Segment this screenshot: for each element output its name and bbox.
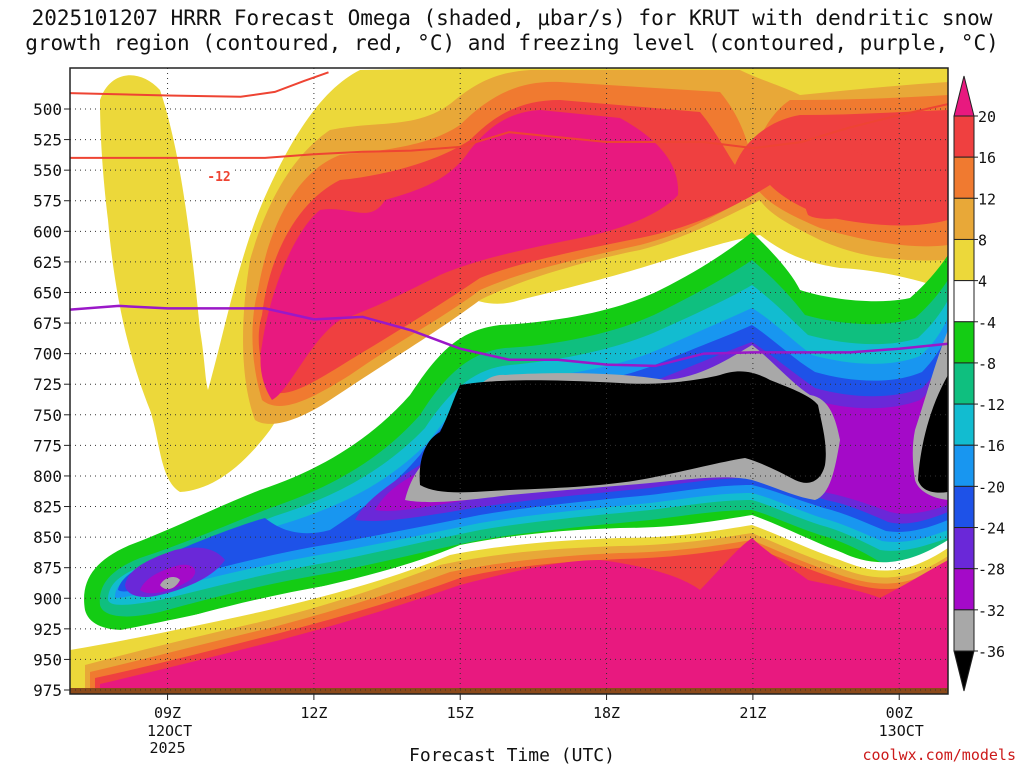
omega-band-16-20-right-cell xyxy=(799,138,878,219)
colorbar-label-6: -8 xyxy=(978,355,996,373)
colorbar-label-8: -16 xyxy=(978,437,1005,455)
dgz-contour-label-bg xyxy=(204,168,234,184)
x-axis-title: Forecast Time (UTC) xyxy=(409,745,615,766)
title-line-1: 2025101207 HRRR Forecast Omega (shaded, … xyxy=(31,6,993,30)
x-tick-label-21Z: 21Z xyxy=(739,704,766,722)
y-tick-label-550: 550 xyxy=(33,161,62,180)
colorbar-swatch-1 xyxy=(953,115,975,158)
omega-core-lt-neg36 xyxy=(419,371,948,493)
y-tick-label-575: 575 xyxy=(33,192,62,211)
colorbar-swatch-13 xyxy=(953,609,975,652)
title-line-2: growth region (contoured, red, °C) and f… xyxy=(25,31,999,55)
y-axis: 500 525 550 575 600 625 650 675 700 725 750 775 800 8… xyxy=(33,100,70,700)
colorbar-swatch-9 xyxy=(953,444,975,487)
colorbar-swatch-6 xyxy=(953,321,975,364)
colorbar-label-12: -32 xyxy=(978,602,1005,620)
y-tick-label-800: 800 xyxy=(33,467,62,486)
y-tick-label-900: 900 xyxy=(33,589,62,608)
freezing-level-line xyxy=(70,304,948,368)
y-tick-label-650: 650 xyxy=(33,283,62,302)
x-tick-label-09Z: 09Z xyxy=(154,704,181,722)
y-tick-label-525: 525 xyxy=(33,131,62,150)
colorbar-label-11: -28 xyxy=(978,561,1005,579)
x-tick-label-18Z: 18Z xyxy=(593,704,620,722)
colorbar-label-3: 8 xyxy=(978,231,987,249)
plot-frame xyxy=(69,67,949,695)
omega-band-gt20-mid xyxy=(260,110,679,400)
colorbar-label-0: 20 xyxy=(978,108,996,126)
y-tick-label-600: 600 xyxy=(33,222,62,241)
y-tick-label-850: 850 xyxy=(33,528,62,547)
colorbar-swatch-7 xyxy=(953,362,975,405)
colorbar-label-5: -4 xyxy=(978,314,996,332)
colorbar-swatch-5 xyxy=(953,280,975,323)
colorbar-label-2: 12 xyxy=(978,190,996,208)
x-tick-label-15Z: 15Z xyxy=(447,704,474,722)
colorbar-swatch-2 xyxy=(953,156,975,199)
colorbar-swatch-11 xyxy=(953,527,975,570)
y-tick-label-675: 675 xyxy=(33,314,62,333)
colorbar-swatch-gt20 xyxy=(953,75,975,117)
x-tick-sublabel-00Z: 13OCT xyxy=(879,722,924,740)
dgz-contour-line-upper xyxy=(70,71,329,98)
omega-band-gt20-lower xyxy=(100,538,948,694)
y-tick-label-625: 625 xyxy=(33,253,62,272)
x-tick-sublabel-09Z: 12OCT xyxy=(147,722,192,740)
terrain-surface xyxy=(70,688,948,694)
omega-band-16-20 xyxy=(258,100,948,394)
colorbar-label-7: -12 xyxy=(978,396,1005,414)
y-tick-label-925: 925 xyxy=(33,620,62,639)
colorbar-label-13: -36 xyxy=(978,643,1005,661)
x-tick-label-00Z: 00Z xyxy=(886,704,913,722)
x-tick-label-12Z: 12Z xyxy=(300,704,327,722)
colorbar-label-9: -20 xyxy=(978,478,1005,496)
y-tick-label-500: 500 xyxy=(33,100,62,119)
dgz-contour-label: -12 xyxy=(207,170,230,185)
colorbar-swatch-10 xyxy=(953,485,975,529)
colorbar-label-4: 4 xyxy=(978,273,987,291)
y-tick-label-725: 725 xyxy=(33,375,62,394)
x-tick-year-09Z: 2025 xyxy=(149,739,185,757)
y-tick-label-750: 750 xyxy=(33,406,62,425)
colorbar-swatch-4 xyxy=(953,238,975,282)
chart-title: 2025101207 HRRR Forecast Omega (shaded, … xyxy=(0,6,1024,56)
y-tick-label-775: 775 xyxy=(33,436,62,455)
colorbar-label-1: 16 xyxy=(978,149,996,167)
colorbar-swatch-8 xyxy=(953,403,975,446)
colorbar-swatch-3 xyxy=(953,197,975,240)
colorbar-swatch-lt-36 xyxy=(953,650,975,692)
colorbar-swatch-12 xyxy=(953,568,975,611)
colorbar: 20 16 12 8 4 -4 -8 -12 -16 -20 -24 -28 -32 -36 xyxy=(953,75,1005,692)
y-tick-label-950: 950 xyxy=(33,650,62,669)
y-tick-label-975: 975 xyxy=(33,681,62,700)
y-tick-label-825: 825 xyxy=(33,498,62,517)
y-tick-label-700: 700 xyxy=(33,345,62,364)
omega-shading: -12 xyxy=(70,68,948,694)
colorbar-label-10: -24 xyxy=(978,520,1005,538)
dgz-contour-line xyxy=(70,103,948,159)
y-tick-label-875: 875 xyxy=(33,559,62,578)
watermark: coolwx.com/models xyxy=(862,746,1016,764)
